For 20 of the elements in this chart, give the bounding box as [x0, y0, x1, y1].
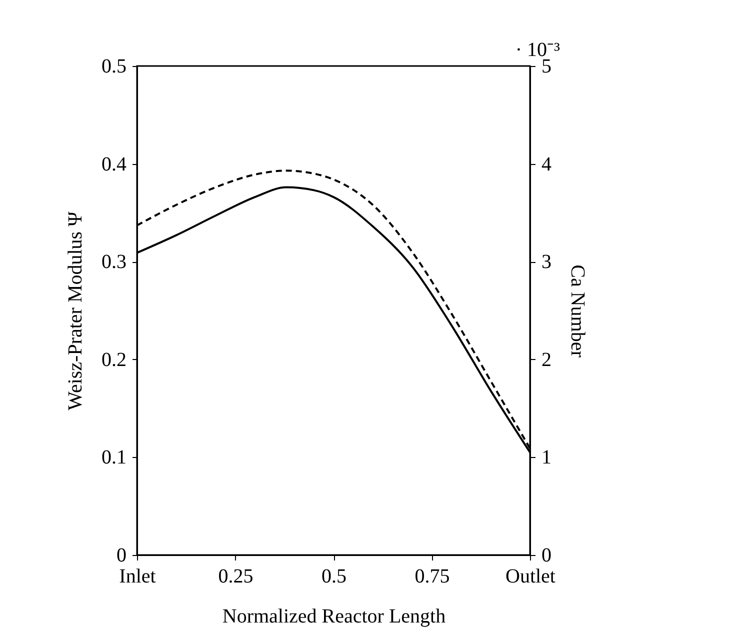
y2-axis-title: Ca Number [566, 264, 588, 358]
y2-tick-label: 2 [542, 348, 552, 371]
y2-tick-label: 5 [542, 56, 552, 78]
y2-tick-label: 1 [542, 446, 552, 469]
y-tick-label: 0.1 [102, 446, 126, 469]
x-tick-label: 0.75 [414, 566, 450, 588]
y-tick-label: 0 [116, 544, 126, 566]
y-tick-label: 0.4 [102, 153, 126, 176]
y2-tick-label: 3 [542, 251, 552, 274]
y-tick-label: 0.2 [102, 348, 126, 371]
y2-tick-label: 4 [542, 153, 552, 176]
x-axis-title: Normalized Reactor Length [222, 606, 446, 628]
x-tick-label: Inlet [119, 566, 156, 588]
x-tick-label: Outlet [506, 566, 556, 588]
y-axis-title: Weisz-Prater Modulus Ψ [64, 211, 86, 410]
y-tick-label: 0.3 [102, 251, 126, 274]
x-tick-label: 0.5 [322, 566, 346, 588]
y-tick-label: 0.5 [102, 56, 126, 78]
y2-tick-label: 0 [542, 544, 552, 566]
x-tick-label: 0.25 [218, 566, 254, 588]
